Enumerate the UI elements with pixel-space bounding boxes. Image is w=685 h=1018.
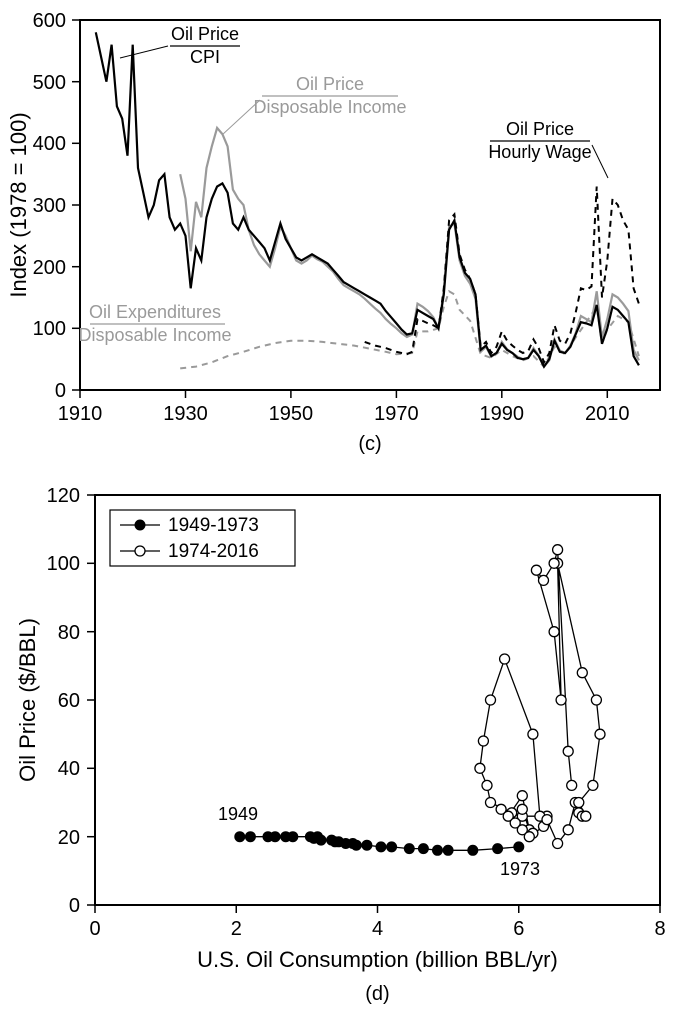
xtick-label: 1970 bbox=[374, 403, 419, 425]
data-point bbox=[235, 832, 245, 842]
data-point bbox=[475, 763, 485, 773]
data-point bbox=[316, 835, 326, 845]
xtick-label: 1910 bbox=[58, 403, 103, 425]
ytick-label: 60 bbox=[58, 690, 80, 712]
data-point bbox=[595, 729, 605, 739]
data-point bbox=[482, 780, 492, 790]
data-point bbox=[517, 804, 527, 814]
y-ticks-d: 0 20 40 60 80 100 120 bbox=[47, 485, 95, 917]
y-axis-title-c: Index (1978 = 100) bbox=[6, 112, 31, 297]
label-top: Oil Price bbox=[171, 24, 239, 44]
data-point bbox=[514, 842, 524, 852]
data-point bbox=[486, 798, 496, 808]
data-point bbox=[553, 839, 563, 849]
data-point bbox=[493, 844, 503, 854]
ytick-label: 80 bbox=[58, 622, 80, 644]
legend-marker-open bbox=[135, 546, 145, 556]
data-point bbox=[567, 780, 577, 790]
ytick-label: 120 bbox=[47, 485, 80, 507]
data-point bbox=[362, 840, 372, 850]
subplot-label-d: (d) bbox=[365, 983, 389, 1005]
y-axis-title-d: Oil Price ($/BBL) bbox=[15, 618, 40, 782]
data-point bbox=[443, 845, 453, 855]
data-point bbox=[478, 736, 488, 746]
data-point bbox=[524, 832, 534, 842]
xtick-label: 8 bbox=[654, 918, 665, 940]
data-point bbox=[549, 558, 559, 568]
data-point bbox=[486, 695, 496, 705]
legend-marker-filled bbox=[135, 520, 145, 530]
data-point bbox=[500, 654, 510, 664]
ytick-label: 20 bbox=[58, 827, 80, 849]
data-point bbox=[270, 832, 280, 842]
data-point bbox=[418, 844, 428, 854]
data-point bbox=[468, 845, 478, 855]
data-point bbox=[531, 565, 541, 575]
ytick-label: 500 bbox=[33, 72, 66, 94]
chart-d: 0 20 40 60 80 100 120 0 2 4 6 8 Oil Pric… bbox=[0, 475, 685, 1013]
ytick-label: 100 bbox=[33, 318, 66, 340]
label-bottom: Hourly Wage bbox=[488, 142, 591, 162]
xtick-label: 1990 bbox=[480, 403, 525, 425]
subplot-label-c: (c) bbox=[358, 433, 381, 455]
data-point bbox=[245, 832, 255, 842]
xtick-label: 2 bbox=[231, 918, 242, 940]
data-point bbox=[404, 844, 414, 854]
data-point bbox=[563, 746, 573, 756]
chart-c: 0 100 200 300 400 500 600 1910 1930 1950… bbox=[0, 0, 685, 470]
data-point bbox=[528, 729, 538, 739]
legend-label-2: 1974-2016 bbox=[168, 541, 259, 562]
x-ticks-c: 1910 1930 1950 1970 1990 2010 bbox=[58, 390, 630, 425]
ytick-label: 100 bbox=[47, 553, 80, 575]
data-point bbox=[539, 575, 549, 585]
ytick-label: 0 bbox=[55, 380, 66, 402]
data-point bbox=[288, 832, 298, 842]
xtick-label: 4 bbox=[372, 918, 383, 940]
x-axis-title-d: U.S. Oil Consumption (billion BBL/yr) bbox=[197, 947, 558, 972]
legend-label-1: 1949-1973 bbox=[168, 515, 259, 536]
point-label-1973: 1973 bbox=[500, 859, 540, 879]
data-point bbox=[588, 780, 598, 790]
y-ticks-c: 0 100 200 300 400 500 600 bbox=[33, 10, 80, 402]
data-point bbox=[542, 815, 552, 825]
ytick-label: 400 bbox=[33, 133, 66, 155]
data-point bbox=[517, 791, 527, 801]
label-top: Oil Price bbox=[296, 74, 364, 94]
ytick-label: 40 bbox=[58, 758, 80, 780]
data-point bbox=[376, 842, 386, 852]
xtick-label: 1950 bbox=[269, 403, 314, 425]
data-point bbox=[581, 811, 591, 821]
data-point bbox=[553, 545, 563, 555]
label-bottom: Disposable Income bbox=[253, 97, 406, 117]
x-ticks-d: 0 2 4 6 8 bbox=[89, 905, 665, 940]
data-point bbox=[591, 695, 601, 705]
ytick-label: 300 bbox=[33, 195, 66, 217]
point-label-1949: 1949 bbox=[218, 804, 258, 824]
label-top: Oil Price bbox=[506, 119, 574, 139]
data-point bbox=[563, 825, 573, 835]
data-point bbox=[387, 842, 397, 852]
data-point bbox=[433, 845, 443, 855]
data-point bbox=[577, 668, 587, 678]
label-oil-exp-income: Oil Expenditures Disposable Income bbox=[78, 302, 231, 345]
data-point bbox=[549, 627, 559, 637]
label-top: Oil Expenditures bbox=[89, 302, 221, 322]
xtick-label: 0 bbox=[89, 918, 100, 940]
xtick-label: 6 bbox=[513, 918, 524, 940]
legend-d: 1949-1973 1974-2016 bbox=[110, 510, 295, 566]
xtick-label: 1930 bbox=[163, 403, 208, 425]
data-point bbox=[556, 695, 566, 705]
label-bottom: CPI bbox=[190, 47, 220, 67]
ytick-label: 0 bbox=[69, 895, 80, 917]
ytick-label: 200 bbox=[33, 257, 66, 279]
xtick-label: 2010 bbox=[585, 403, 630, 425]
data-point bbox=[351, 840, 361, 850]
data-point bbox=[574, 798, 584, 808]
label-bottom: Disposable Income bbox=[78, 325, 231, 345]
ytick-label: 600 bbox=[33, 10, 66, 32]
